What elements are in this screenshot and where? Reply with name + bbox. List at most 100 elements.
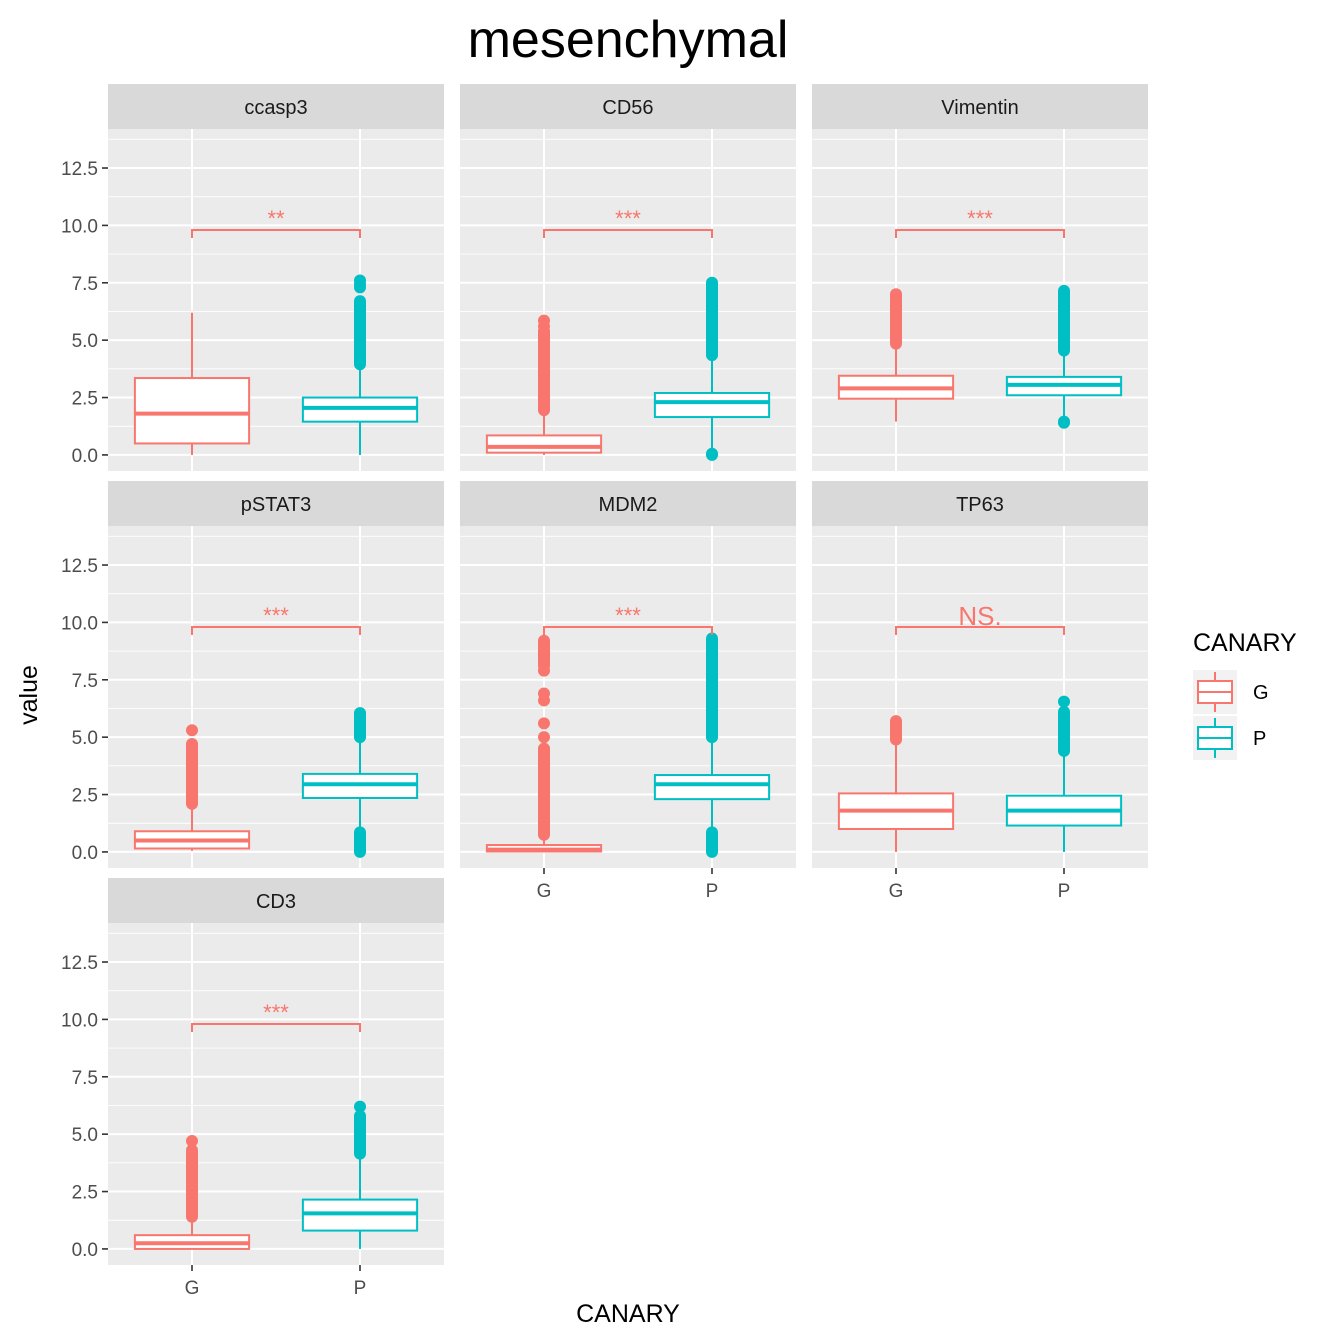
box-p: [1005, 284, 1123, 429]
significance-bracket: [191, 228, 361, 238]
y-tick-label: 5.0: [72, 331, 98, 352]
y-tick-label: 2.5: [72, 1183, 98, 1204]
box-p: [301, 707, 419, 858]
facet-strip: [460, 84, 796, 129]
panel-background: [460, 129, 796, 471]
outlier-point: [1058, 415, 1070, 428]
facets-layer: ccasp30.02.55.07.510.012.5**CD56***Vimen…: [61, 84, 1148, 1299]
y-axis-title: value: [15, 665, 43, 725]
significance-bracket: [543, 625, 713, 635]
outlier-point-cluster: [354, 707, 366, 744]
significance-label: ***: [263, 603, 289, 628]
outlier-point-cluster: [890, 288, 902, 350]
significance-bracket: [895, 228, 1065, 238]
box-g: [837, 715, 955, 852]
x-tick-label: P: [706, 881, 719, 902]
outlier-point: [538, 731, 550, 744]
panel-background: [812, 129, 1148, 471]
y-tick-label: 5.0: [72, 1125, 98, 1146]
outlier-point-cluster: [538, 742, 550, 841]
y-tick-label: 0.0: [72, 1240, 98, 1261]
chart-title: mesenchymal: [468, 11, 789, 69]
panel-background: [108, 526, 444, 868]
y-tick-label: 12.5: [61, 159, 98, 180]
significance-bracket: [543, 228, 713, 238]
facet-strip-label: CD3: [256, 891, 296, 913]
facet-strip: [108, 481, 444, 526]
box-g: [133, 1135, 251, 1250]
significance-bracket: [191, 625, 361, 635]
box-p: [653, 632, 771, 858]
outlier-point-cluster: [186, 1144, 198, 1223]
facet-vimentin: Vimentin ***: [812, 84, 1148, 471]
outlier-point-cluster: [538, 324, 550, 417]
outlier-point-cluster: [354, 295, 366, 371]
outlier-point: [1058, 695, 1070, 708]
facet-pstat3: pSTAT3 0.0 2.5 5.0 7.5 10.0 12.5 ***: [61, 481, 444, 868]
y-tick-label: 2.5: [72, 786, 98, 807]
box-p: [653, 276, 771, 461]
box-p: [1005, 695, 1123, 852]
outlier-point: [354, 274, 366, 287]
outlier-point-cluster: [354, 1109, 366, 1160]
box-p: [301, 1100, 419, 1249]
outlier-point: [538, 314, 550, 327]
box-g: [837, 288, 955, 422]
significance-label: **: [267, 206, 285, 231]
outlier-point-cluster: [890, 715, 902, 746]
facet-tp63: TP63 G P NS.: [812, 481, 1148, 902]
outlier-point-cluster: [538, 634, 550, 673]
outlier-point-cluster: [706, 276, 718, 362]
legend-key-p: P: [1193, 716, 1266, 760]
outlier-point-cluster: [706, 632, 718, 744]
significance-label: ***: [615, 603, 641, 628]
legend: CANARY GP: [1193, 629, 1297, 760]
legend-label: P: [1253, 728, 1266, 750]
y-tick-label: 0.0: [72, 843, 98, 864]
x-tick-label: P: [1058, 881, 1071, 902]
facet-strip: [812, 481, 1148, 526]
significance-bracket: [191, 1022, 361, 1032]
facet-strip: [812, 84, 1148, 129]
outlier-point: [186, 724, 198, 737]
legend-title: CANARY: [1193, 629, 1297, 657]
facet-strip: [108, 84, 444, 129]
x-axis-title: CANARY: [576, 1300, 680, 1328]
outlier-point: [354, 1100, 366, 1113]
y-tick-label: 5.0: [72, 728, 98, 749]
facet-strip-label: CD56: [602, 97, 653, 119]
facet-strip: [108, 878, 444, 923]
y-tick-label: 12.5: [61, 953, 98, 974]
panel-background: [460, 526, 796, 868]
outlier-point-cluster: [1058, 705, 1070, 757]
facet-strip-label: Vimentin: [941, 97, 1018, 119]
box-g: [485, 314, 603, 455]
outlier-point: [706, 447, 718, 460]
y-tick-label: 7.5: [72, 274, 98, 295]
y-tick-label: 7.5: [72, 1068, 98, 1089]
outlier-point-cluster: [1058, 284, 1070, 357]
box-iqr: [485, 434, 603, 454]
facet-strip-label: MDM2: [599, 494, 658, 516]
box-g: [133, 312, 251, 455]
facet-cd56: CD56 ***: [460, 84, 796, 471]
outlier-point: [538, 687, 550, 700]
y-tick-label: 7.5: [72, 671, 98, 692]
significance-label: ***: [967, 206, 993, 231]
box-iqr: [653, 391, 771, 419]
x-tick-label: P: [354, 1278, 367, 1299]
significance-bracket: [895, 625, 1065, 635]
facet-mdm2: MDM2 G P ***: [460, 481, 796, 902]
x-tick-label: G: [889, 881, 904, 902]
outlier-point-cluster: [186, 738, 198, 810]
facet-strip: [460, 481, 796, 526]
facet-cd3: CD3 0.0 2.5 5.0 7.5 10.0 12.5 G P ***: [61, 878, 444, 1299]
box-iqr: [653, 774, 771, 801]
outlier-point: [186, 1135, 198, 1148]
significance-label: NS.: [958, 601, 1001, 631]
facet-strip-label: ccasp3: [244, 97, 307, 119]
facet-strip-label: pSTAT3: [241, 494, 311, 516]
outlier-point: [538, 717, 550, 730]
facet-strip-label: TP63: [956, 494, 1004, 516]
